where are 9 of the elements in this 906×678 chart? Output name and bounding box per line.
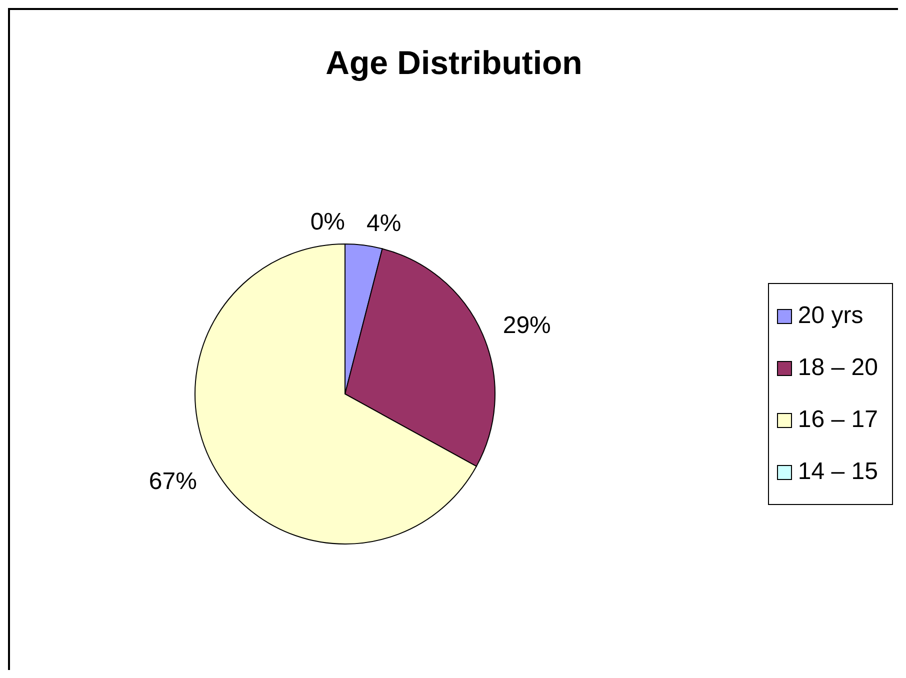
legend-label: 18 – 20 [798, 354, 878, 382]
legend-label: 16 – 17 [798, 406, 878, 434]
legend-label: 20 yrs [798, 302, 864, 330]
chart-title: Age Distribution [324, 43, 584, 83]
data-label: 4% [366, 210, 402, 237]
legend-label: 14 – 15 [798, 458, 878, 486]
data-label: 67% [148, 468, 197, 496]
data-label: 29% [502, 312, 551, 340]
text: 0% [310, 208, 345, 236]
